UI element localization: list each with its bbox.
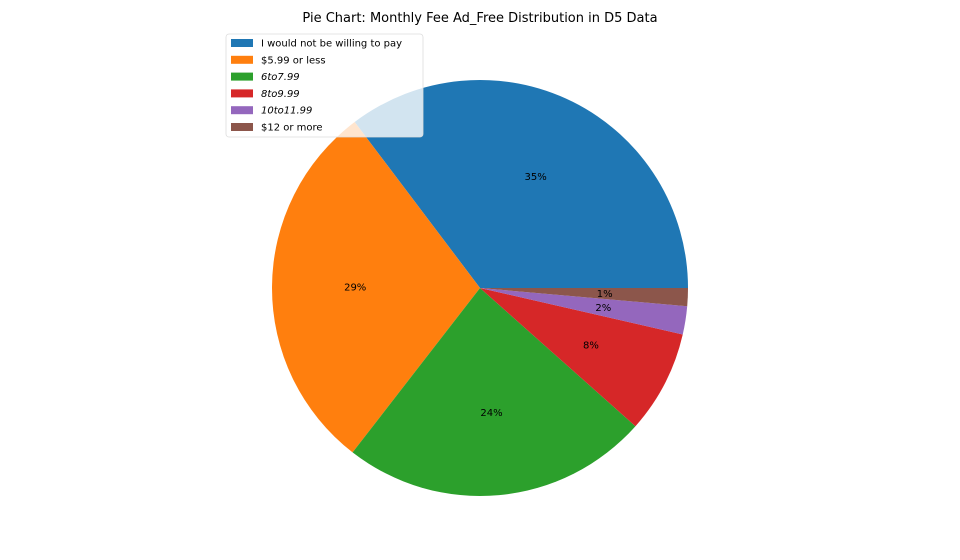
legend-swatch-1 (231, 55, 253, 64)
legend-label-5: $12 or more (261, 123, 323, 134)
pie-percent-label-3: 8% (583, 341, 599, 352)
pie-slice-4 (480, 288, 688, 335)
legend-label-2: 6to7.99 (261, 72, 300, 83)
pie-slice-0 (354, 79, 688, 289)
legend-swatch-3 (231, 89, 253, 98)
legend-label-4: 10to11.99 (261, 106, 312, 117)
pie-percent-label-0: 35% (525, 172, 547, 183)
legend-label-3: 8to9.99 (261, 89, 300, 100)
pie-percent-label-5: 1% (597, 289, 613, 300)
legend-swatch-0 (231, 39, 253, 47)
pie-percent-labels: 35% 29% 24% 8% 2% 1% (344, 172, 613, 419)
pie-percent-label-4: 2% (595, 303, 611, 314)
legend-swatch-4 (231, 106, 253, 115)
pie-percent-label-1: 29% (344, 283, 366, 294)
legend-label-1: $5.99 or less (261, 55, 326, 66)
pie-slice-3 (480, 288, 683, 427)
chart-title: Pie Chart: Monthly Fee Ad_Free Distribut… (302, 11, 657, 26)
pie-slice-5 (480, 288, 688, 307)
legend-swatch-5 (231, 123, 253, 131)
legend-frame (225, 33, 424, 138)
legend: I would not be willing to pay $5.99 or le… (225, 33, 424, 138)
legend-label-0: I would not be willing to pay (261, 39, 402, 50)
legend-swatch-2 (231, 72, 253, 81)
pie-slice-1 (271, 122, 480, 453)
pie-percent-label-2: 24% (480, 408, 502, 419)
pie-slices (271, 79, 688, 496)
pie-slice-2 (352, 288, 636, 496)
